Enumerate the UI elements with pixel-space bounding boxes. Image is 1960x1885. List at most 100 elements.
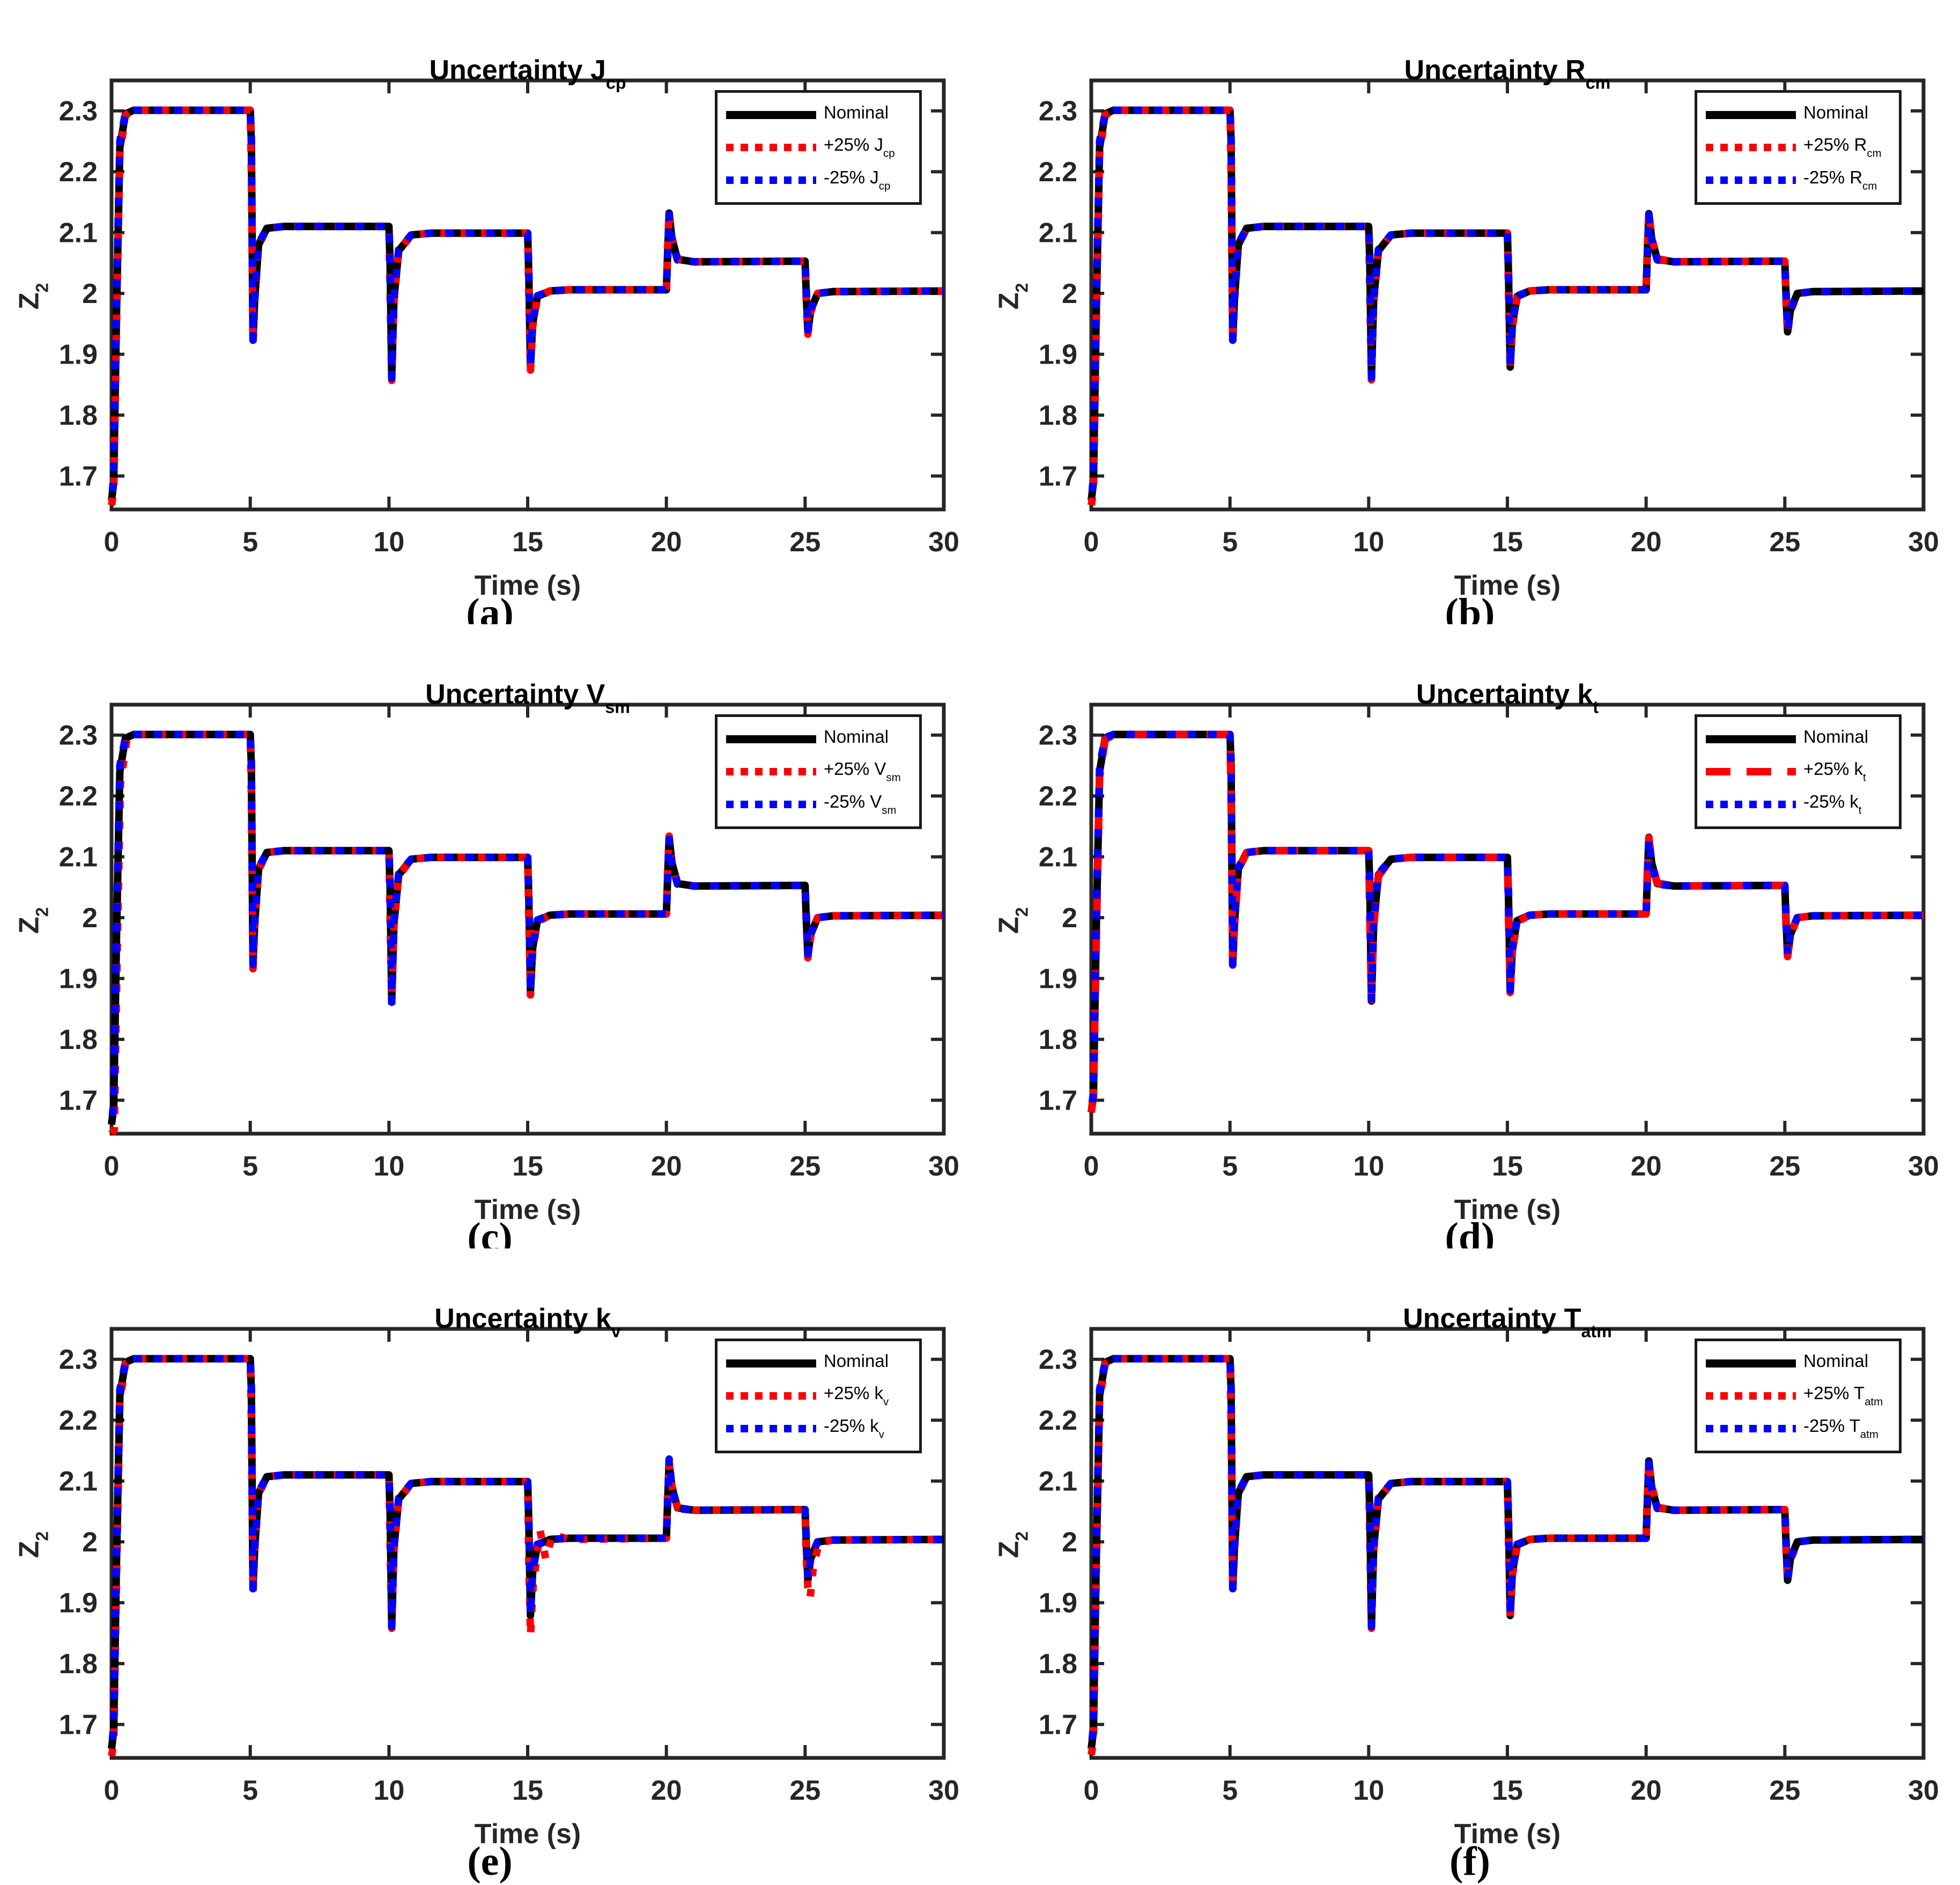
y-axis-label-subscript-a: 2 — [32, 283, 52, 293]
svg-text:5: 5 — [242, 1775, 258, 1806]
svg-text:10: 10 — [1353, 1775, 1384, 1806]
svg-text:5: 5 — [242, 1151, 258, 1182]
svg-text:2.1: 2.1 — [1039, 1466, 1077, 1497]
legend-label-b-1: +25% Rcm — [1803, 135, 1882, 160]
legend-item-plus25-c: +25% Vsm — [726, 759, 916, 784]
plot-title-subscript-c: sm — [605, 697, 630, 717]
y-axis-label-f: Z2 — [993, 1515, 1032, 1574]
legend-line-swatch-nominal-c — [726, 735, 816, 743]
legend-item-nominal-b: Nominal — [1706, 102, 1896, 128]
legend-line-swatch-minus25-c — [726, 800, 816, 808]
svg-text:2: 2 — [1062, 903, 1077, 934]
y-axis-label-subscript-c: 2 — [32, 907, 52, 917]
legend-line-swatch-nominal-e — [726, 1359, 816, 1367]
legend-line-swatch-minus25-d — [1706, 800, 1796, 808]
svg-text:2.1: 2.1 — [1039, 842, 1077, 873]
svg-text:25: 25 — [1769, 527, 1800, 558]
legend-label-f-0: Nominal — [1803, 1350, 1869, 1371]
x-axis-label-e: Time (s) — [474, 1819, 581, 1850]
legend-item-minus25-e: -25% kv — [726, 1416, 916, 1441]
legend-item-plus25-b: +25% Rcm — [1706, 135, 1896, 160]
svg-text:5: 5 — [1222, 527, 1238, 558]
legend-line-swatch-minus25-e — [726, 1424, 816, 1432]
plot-title-e: Uncertainty kv — [112, 1303, 944, 1342]
svg-text:20: 20 — [1631, 1151, 1662, 1182]
legend-line-swatch-minus25-a — [726, 176, 816, 184]
legend-item-minus25-d: -25% kt — [1706, 792, 1896, 817]
plot-title-subscript-a: cp — [605, 73, 626, 93]
legend-label-f-2: -25% Tatm — [1803, 1416, 1878, 1441]
legend-item-minus25-c: -25% Vsm — [726, 792, 916, 817]
plot-canvas-f: 0 5 10 15 20 25 30 1.7 1.8 1.9 2 2.1 2.2 2.3 — [1039, 1327, 1939, 1806]
plot-canvas-e: 0 5 10 15 20 25 30 1.7 1.8 1.9 2 2.1 2.2 2.3 — [59, 1327, 959, 1806]
x-axis-label-b: Time (s) — [1454, 570, 1561, 601]
svg-text:1.8: 1.8 — [1039, 400, 1077, 431]
svg-text:25: 25 — [1769, 1775, 1800, 1806]
plot-title-text-a: Uncertainty J — [429, 55, 606, 86]
caption-e: (e) — [467, 1839, 513, 1884]
legend-line-swatch-plus25-c — [726, 768, 816, 775]
svg-text:2.2: 2.2 — [59, 1405, 98, 1436]
legend-c: Nominal +25% Vsm -25% Vsm — [715, 714, 922, 829]
legend-label-a-1: +25% Jcp — [824, 135, 895, 160]
svg-text:2.2: 2.2 — [59, 157, 98, 188]
legend-line-swatch-nominal-f — [1706, 1359, 1796, 1367]
svg-text:2.2: 2.2 — [1039, 781, 1077, 812]
svg-text:0: 0 — [1084, 1151, 1099, 1182]
legend-line-swatch-minus25-b — [1706, 176, 1796, 184]
plot-title-subscript-e: v — [611, 1321, 621, 1341]
y-axis-label-text-d: Z — [993, 916, 1025, 934]
subplot-a: 0 5 10 15 20 25 30 1.7 1.8 1.9 2 2.1 2.2 2.3 Uncertai… — [0, 0, 980, 635]
svg-text:25: 25 — [789, 1775, 820, 1806]
svg-text:1.7: 1.7 — [59, 1710, 98, 1741]
svg-text:1.7: 1.7 — [1039, 1085, 1077, 1117]
legend-label-d-1: +25% kt — [1803, 759, 1866, 784]
plot-title-text-d: Uncertainty k — [1416, 679, 1593, 711]
legend-item-minus25-f: -25% Tatm — [1706, 1416, 1896, 1441]
subplot-d: 0 5 10 15 20 25 30 1.7 1.8 1.9 2 2.1 2.2 2.3 Uncertai… — [980, 624, 1960, 1260]
svg-text:15: 15 — [512, 1151, 543, 1182]
svg-text:25: 25 — [789, 1151, 820, 1182]
plot-title-d: Uncertainty kt — [1091, 678, 1924, 718]
plot-title-f: Uncertainty Tatm — [1091, 1303, 1924, 1342]
legend-label-a-0: Nominal — [824, 102, 889, 122]
y-axis-label-text-c: Z — [13, 916, 45, 934]
legend-label-c-0: Nominal — [824, 726, 889, 746]
svg-text:2.3: 2.3 — [1039, 96, 1077, 127]
y-axis-label-c: Z2 — [13, 891, 53, 950]
legend-line-swatch-plus25-e — [726, 1392, 816, 1400]
svg-text:30: 30 — [928, 1151, 959, 1182]
legend-d: Nominal +25% kt -25% kt — [1695, 714, 1902, 829]
svg-text:10: 10 — [373, 1775, 404, 1806]
legend-label-c-1: +25% Vsm — [824, 759, 901, 784]
svg-text:2: 2 — [82, 903, 98, 934]
legend-item-nominal-c: Nominal — [726, 727, 916, 752]
legend-item-plus25-f: +25% Tatm — [1706, 1383, 1896, 1408]
svg-text:15: 15 — [1492, 1151, 1523, 1182]
svg-text:0: 0 — [104, 1151, 120, 1182]
y-axis-label-text-e: Z — [13, 1541, 45, 1558]
legend-label-c-2: -25% Vsm — [824, 792, 897, 817]
svg-text:15: 15 — [512, 527, 543, 558]
x-axis-label-f: Time (s) — [1454, 1819, 1561, 1850]
svg-text:1.9: 1.9 — [59, 964, 98, 995]
legend-line-swatch-nominal-d — [1706, 735, 1796, 743]
y-axis-label-text-f: Z — [993, 1541, 1025, 1558]
svg-text:0: 0 — [104, 527, 120, 558]
legend-item-plus25-d: +25% kt — [1706, 759, 1896, 784]
plot-canvas-b: 0 5 10 15 20 25 30 1.7 1.8 1.9 2 2.1 2.2 2.3 — [1039, 78, 1939, 558]
legend-line-swatch-nominal-b — [1706, 110, 1796, 119]
svg-text:20: 20 — [1631, 527, 1662, 558]
svg-text:2.3: 2.3 — [1039, 1344, 1077, 1376]
legend-a: Nominal +25% Jcp -25% Jcp — [715, 90, 922, 205]
y-axis-label-e: Z2 — [13, 1515, 53, 1574]
legend-item-nominal-e: Nominal — [726, 1351, 916, 1376]
plot-title-a: Uncertainty Jcp — [112, 54, 944, 93]
svg-text:10: 10 — [373, 1151, 404, 1182]
y-axis-label-d: Z2 — [993, 891, 1032, 950]
svg-text:30: 30 — [928, 1775, 959, 1806]
y-axis-label-text-a: Z — [13, 292, 45, 310]
svg-text:1.9: 1.9 — [59, 339, 98, 371]
svg-text:5: 5 — [1222, 1775, 1238, 1806]
